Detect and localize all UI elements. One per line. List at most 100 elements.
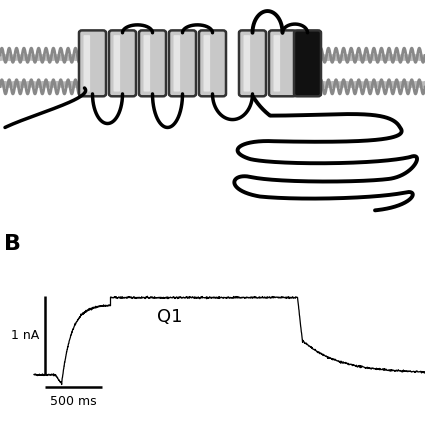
Circle shape — [44, 55, 51, 60]
Circle shape — [11, 55, 18, 60]
Circle shape — [25, 82, 32, 87]
Circle shape — [34, 82, 42, 87]
Text: Q1: Q1 — [157, 308, 183, 326]
Circle shape — [375, 55, 382, 60]
Circle shape — [63, 82, 70, 87]
Circle shape — [49, 55, 56, 60]
Circle shape — [380, 55, 387, 60]
Circle shape — [329, 55, 336, 60]
FancyBboxPatch shape — [139, 30, 166, 96]
Circle shape — [394, 82, 401, 87]
Text: 1 nA: 1 nA — [11, 329, 40, 342]
Circle shape — [357, 82, 364, 87]
Circle shape — [20, 82, 27, 87]
Circle shape — [343, 55, 350, 60]
Circle shape — [408, 55, 415, 60]
Circle shape — [339, 55, 346, 60]
Circle shape — [68, 55, 75, 60]
Circle shape — [11, 82, 18, 87]
Circle shape — [73, 82, 80, 87]
Circle shape — [412, 55, 419, 60]
Circle shape — [77, 55, 85, 60]
FancyBboxPatch shape — [199, 30, 226, 96]
Circle shape — [0, 55, 3, 60]
Circle shape — [389, 55, 396, 60]
Circle shape — [30, 55, 37, 60]
Circle shape — [49, 82, 56, 87]
Circle shape — [16, 55, 23, 60]
Circle shape — [417, 82, 424, 87]
Circle shape — [25, 55, 32, 60]
Circle shape — [44, 82, 51, 87]
Circle shape — [366, 55, 373, 60]
Circle shape — [334, 55, 341, 60]
Circle shape — [315, 55, 323, 60]
Circle shape — [422, 55, 425, 60]
FancyBboxPatch shape — [83, 35, 90, 91]
Circle shape — [315, 82, 323, 87]
Circle shape — [0, 82, 3, 87]
FancyBboxPatch shape — [173, 35, 180, 91]
FancyBboxPatch shape — [274, 35, 280, 91]
Circle shape — [320, 55, 327, 60]
Circle shape — [6, 55, 13, 60]
Circle shape — [362, 55, 368, 60]
Circle shape — [30, 82, 37, 87]
Circle shape — [352, 55, 360, 60]
Circle shape — [1, 55, 8, 60]
FancyBboxPatch shape — [239, 30, 266, 96]
Circle shape — [357, 55, 364, 60]
Circle shape — [334, 82, 341, 87]
Circle shape — [16, 82, 23, 87]
Circle shape — [1, 82, 8, 87]
Circle shape — [34, 55, 42, 60]
Circle shape — [54, 55, 61, 60]
Circle shape — [77, 82, 85, 87]
Circle shape — [380, 82, 387, 87]
FancyBboxPatch shape — [113, 35, 120, 91]
Circle shape — [417, 55, 424, 60]
Text: B: B — [4, 234, 21, 254]
Circle shape — [385, 55, 391, 60]
FancyBboxPatch shape — [294, 30, 321, 96]
Circle shape — [352, 82, 360, 87]
FancyBboxPatch shape — [144, 35, 150, 91]
FancyBboxPatch shape — [169, 30, 196, 96]
FancyBboxPatch shape — [269, 30, 296, 96]
Circle shape — [73, 55, 80, 60]
FancyBboxPatch shape — [109, 30, 136, 96]
Circle shape — [385, 82, 391, 87]
FancyBboxPatch shape — [79, 30, 106, 96]
Circle shape — [394, 55, 401, 60]
Circle shape — [320, 82, 327, 87]
Circle shape — [325, 55, 332, 60]
Circle shape — [343, 82, 350, 87]
Circle shape — [371, 55, 378, 60]
Circle shape — [412, 82, 419, 87]
Circle shape — [6, 82, 13, 87]
Circle shape — [389, 82, 396, 87]
Circle shape — [348, 82, 355, 87]
Circle shape — [68, 82, 75, 87]
Circle shape — [40, 82, 46, 87]
Circle shape — [371, 82, 378, 87]
Circle shape — [399, 82, 405, 87]
Circle shape — [403, 55, 410, 60]
Circle shape — [366, 82, 373, 87]
Circle shape — [325, 82, 332, 87]
Circle shape — [54, 82, 61, 87]
Circle shape — [399, 55, 405, 60]
Circle shape — [408, 82, 415, 87]
Circle shape — [339, 82, 346, 87]
Circle shape — [375, 82, 382, 87]
Circle shape — [63, 55, 70, 60]
Circle shape — [348, 55, 355, 60]
FancyBboxPatch shape — [204, 35, 210, 91]
Circle shape — [329, 82, 336, 87]
Circle shape — [422, 82, 425, 87]
Circle shape — [20, 55, 27, 60]
Text: 500 ms: 500 ms — [50, 395, 96, 408]
Circle shape — [59, 55, 65, 60]
Circle shape — [403, 82, 410, 87]
Circle shape — [40, 55, 46, 60]
